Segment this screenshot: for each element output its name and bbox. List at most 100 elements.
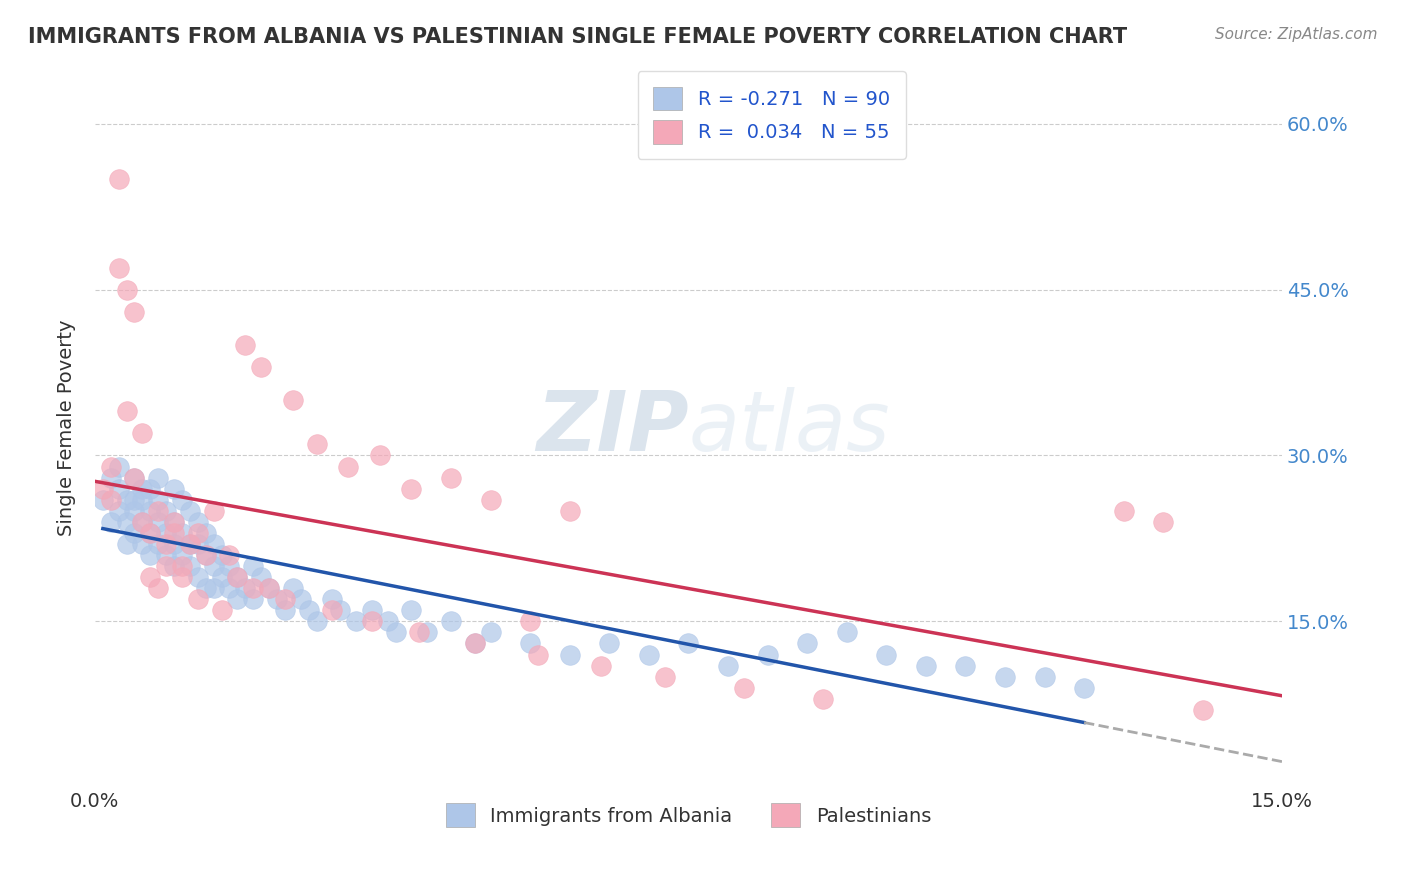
Point	[257, 581, 280, 595]
Point	[107, 482, 129, 496]
Point	[148, 492, 170, 507]
Point	[179, 537, 201, 551]
Point	[914, 658, 936, 673]
Legend: Immigrants from Albania, Palestinians: Immigrants from Albania, Palestinians	[437, 796, 939, 835]
Point	[733, 681, 755, 695]
Point	[218, 559, 240, 574]
Point	[107, 504, 129, 518]
Point	[139, 525, 162, 540]
Point	[290, 592, 312, 607]
Point	[124, 492, 146, 507]
Point	[163, 559, 186, 574]
Point	[519, 615, 541, 629]
Point	[479, 625, 502, 640]
Point	[233, 338, 256, 352]
Text: Source: ZipAtlas.com: Source: ZipAtlas.com	[1215, 27, 1378, 42]
Point	[124, 305, 146, 319]
Point	[163, 515, 186, 529]
Point	[361, 615, 384, 629]
Point	[115, 515, 138, 529]
Point	[368, 449, 391, 463]
Point	[115, 404, 138, 418]
Point	[163, 482, 186, 496]
Point	[377, 615, 399, 629]
Point	[202, 504, 225, 518]
Point	[591, 658, 613, 673]
Point	[170, 570, 193, 584]
Point	[131, 537, 153, 551]
Point	[274, 592, 297, 607]
Point	[179, 504, 201, 518]
Point	[274, 603, 297, 617]
Point	[297, 603, 319, 617]
Point	[194, 525, 217, 540]
Point	[170, 548, 193, 562]
Point	[155, 525, 177, 540]
Point	[107, 459, 129, 474]
Point	[464, 636, 486, 650]
Point	[91, 492, 114, 507]
Point	[187, 570, 209, 584]
Point	[187, 592, 209, 607]
Point	[1073, 681, 1095, 695]
Point	[1033, 670, 1056, 684]
Point	[266, 592, 288, 607]
Point	[170, 559, 193, 574]
Point	[211, 570, 233, 584]
Point	[955, 658, 977, 673]
Point	[440, 615, 463, 629]
Point	[107, 172, 129, 186]
Point	[155, 504, 177, 518]
Point	[187, 537, 209, 551]
Point	[329, 603, 352, 617]
Point	[756, 648, 779, 662]
Point	[139, 482, 162, 496]
Point	[211, 548, 233, 562]
Point	[1152, 515, 1174, 529]
Point	[131, 492, 153, 507]
Point	[1112, 504, 1135, 518]
Point	[187, 525, 209, 540]
Point	[835, 625, 858, 640]
Point	[344, 615, 367, 629]
Point	[519, 636, 541, 650]
Point	[233, 581, 256, 595]
Point	[994, 670, 1017, 684]
Point	[242, 592, 264, 607]
Point	[211, 603, 233, 617]
Point	[170, 492, 193, 507]
Point	[148, 470, 170, 484]
Point	[139, 570, 162, 584]
Point	[226, 592, 249, 607]
Point	[218, 581, 240, 595]
Point	[202, 537, 225, 551]
Point	[115, 492, 138, 507]
Point	[91, 482, 114, 496]
Point	[337, 459, 360, 474]
Point	[305, 615, 328, 629]
Point	[100, 459, 122, 474]
Point	[155, 548, 177, 562]
Point	[163, 537, 186, 551]
Point	[194, 548, 217, 562]
Point	[139, 525, 162, 540]
Point	[226, 570, 249, 584]
Point	[163, 515, 186, 529]
Point	[155, 559, 177, 574]
Point	[100, 492, 122, 507]
Point	[100, 470, 122, 484]
Point	[384, 625, 406, 640]
Point	[638, 648, 661, 662]
Point	[170, 525, 193, 540]
Text: IMMIGRANTS FROM ALBANIA VS PALESTINIAN SINGLE FEMALE POVERTY CORRELATION CHART: IMMIGRANTS FROM ALBANIA VS PALESTINIAN S…	[28, 27, 1128, 46]
Point	[124, 504, 146, 518]
Point	[464, 636, 486, 650]
Point	[257, 581, 280, 595]
Point	[440, 470, 463, 484]
Point	[115, 283, 138, 297]
Point	[139, 504, 162, 518]
Point	[194, 581, 217, 595]
Point	[401, 482, 423, 496]
Point	[305, 437, 328, 451]
Point	[107, 260, 129, 275]
